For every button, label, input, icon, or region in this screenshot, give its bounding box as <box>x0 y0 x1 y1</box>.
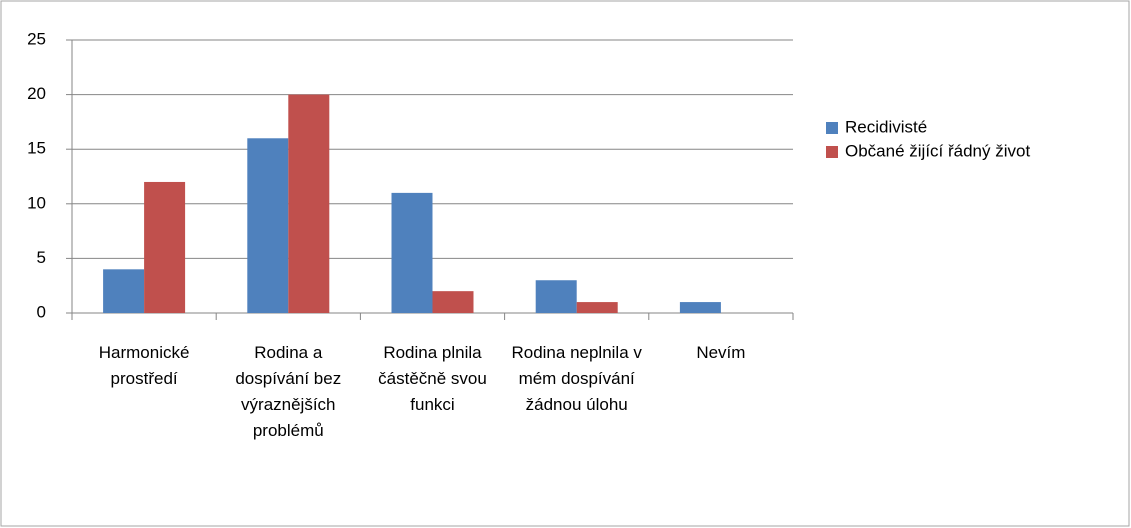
x-tick-label: Rodina plnila částěčně svou funkci <box>378 343 487 414</box>
bar <box>288 94 330 313</box>
legend-label: Recidivisté <box>845 117 927 136</box>
bar <box>535 280 577 313</box>
legend-swatch <box>826 146 838 158</box>
bar <box>576 302 618 313</box>
x-tick-label: Nevím <box>696 343 746 362</box>
x-tick-label: Rodina neplnila v mém dospívání žádnou ú… <box>511 343 642 414</box>
bar <box>679 302 721 313</box>
bar <box>391 192 433 313</box>
bar <box>144 181 186 313</box>
y-tick-label: 5 <box>37 248 46 267</box>
y-tick-label: 0 <box>37 302 46 321</box>
bar <box>432 291 474 313</box>
y-tick-label: 10 <box>27 193 46 212</box>
bar <box>103 269 145 313</box>
legend-swatch <box>826 122 838 134</box>
x-tick-label: Harmonické prostředí <box>98 343 190 388</box>
y-tick-label: 15 <box>27 139 46 158</box>
x-tick-label: Rodina a dospívání bez výraznějších prob… <box>235 343 342 440</box>
legend-label: Občané žijící řádný život <box>845 141 1030 160</box>
bar <box>247 138 289 313</box>
y-tick-label: 25 <box>27 29 46 48</box>
y-tick-label: 20 <box>27 84 46 103</box>
